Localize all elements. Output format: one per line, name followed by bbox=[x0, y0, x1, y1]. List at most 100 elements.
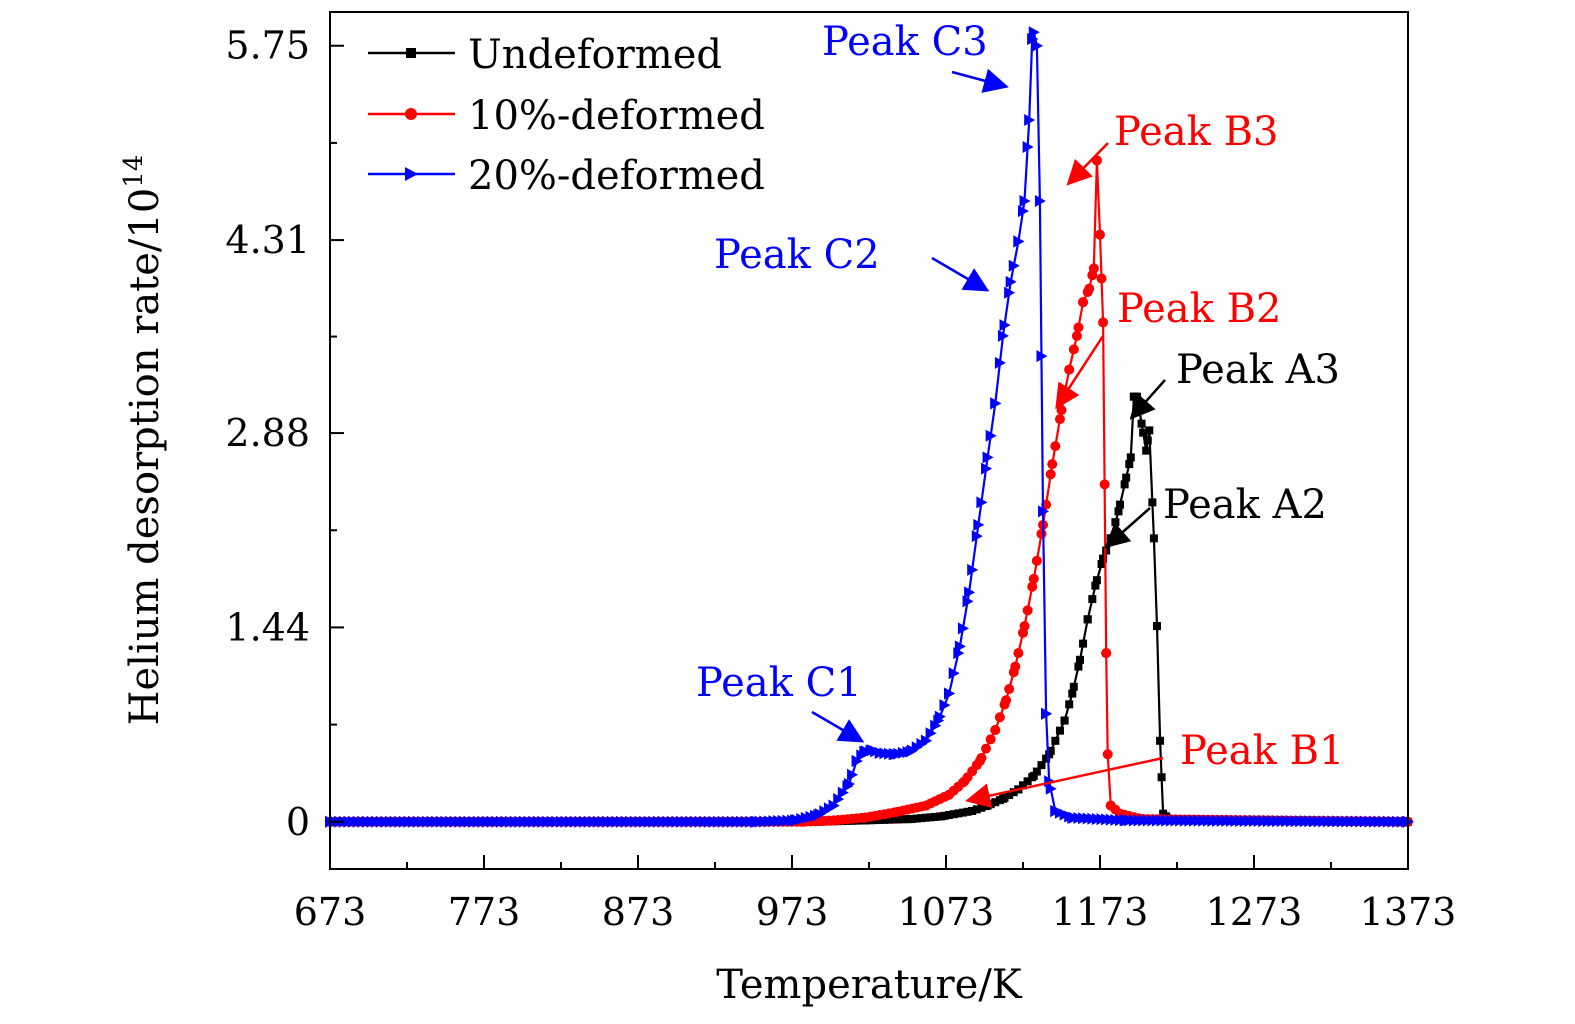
data-point bbox=[917, 814, 926, 823]
data-point bbox=[981, 462, 993, 475]
data-point bbox=[1067, 811, 1079, 824]
data-point bbox=[1116, 500, 1125, 509]
data-point bbox=[1050, 804, 1062, 817]
data-point bbox=[1098, 317, 1109, 328]
plot-area bbox=[325, 26, 1414, 828]
data-point bbox=[985, 429, 997, 442]
data-point bbox=[962, 595, 974, 608]
x-tick-label: 1373 bbox=[1360, 890, 1457, 934]
legend-marker-10pct bbox=[405, 108, 417, 120]
data-point bbox=[880, 815, 889, 824]
data-point bbox=[958, 808, 967, 817]
data-point bbox=[1051, 736, 1060, 745]
data-point bbox=[751, 815, 763, 828]
data-point bbox=[1097, 559, 1106, 568]
data-point bbox=[994, 356, 1006, 369]
data-point bbox=[828, 799, 840, 812]
y-tick-label: 0 bbox=[286, 800, 310, 844]
legend-marker-20pct bbox=[405, 167, 418, 181]
y-tick-label: 4.31 bbox=[225, 218, 310, 262]
data-point bbox=[982, 451, 994, 464]
x-axis: 673 773 873 973 1073 1173 1273 1373 bbox=[294, 855, 1457, 934]
arrow-peak-a2 bbox=[1104, 507, 1151, 549]
data-point bbox=[1045, 750, 1054, 759]
data-point bbox=[1019, 194, 1031, 207]
data-point bbox=[976, 496, 988, 509]
annotations: Peak C3 Peak B3 Peak C2 Peak B2 Peak A3 … bbox=[696, 19, 1344, 808]
legend-item-10pct: 10%-deformed bbox=[368, 93, 765, 139]
data-point bbox=[920, 800, 931, 811]
data-point bbox=[1096, 273, 1107, 284]
data-point bbox=[1019, 781, 1027, 790]
y-axis-title-exponent: 14 bbox=[119, 155, 149, 188]
x-tick-label: 873 bbox=[602, 890, 675, 934]
annotation-peak-b2: Peak B2 bbox=[1117, 286, 1281, 332]
data-point bbox=[983, 801, 992, 810]
data-point bbox=[990, 397, 1002, 410]
data-point bbox=[1084, 283, 1095, 294]
y-tick-label: 1.44 bbox=[225, 605, 310, 649]
data-point bbox=[1055, 726, 1064, 735]
data-point bbox=[954, 640, 966, 653]
data-point bbox=[959, 776, 970, 787]
data-point bbox=[851, 755, 863, 768]
data-point bbox=[1034, 194, 1046, 207]
data-point bbox=[1122, 473, 1131, 482]
data-point bbox=[837, 786, 849, 799]
data-point bbox=[964, 586, 976, 599]
data-point bbox=[1078, 297, 1089, 308]
legend: Undeformed 10%-deformed 20%-deformed bbox=[368, 32, 765, 199]
data-point bbox=[997, 329, 1009, 342]
data-point bbox=[1042, 754, 1051, 763]
y-axis-title: Helium desorption rate/1014 bbox=[119, 155, 168, 726]
data-point bbox=[1064, 364, 1075, 375]
data-point bbox=[1145, 426, 1154, 435]
data-point bbox=[1111, 518, 1120, 527]
data-point bbox=[1095, 229, 1105, 240]
data-point bbox=[1099, 479, 1110, 490]
data-point bbox=[1004, 684, 1015, 695]
data-point bbox=[867, 744, 879, 757]
data-point bbox=[1024, 113, 1036, 126]
data-point bbox=[991, 798, 1000, 807]
data-point bbox=[859, 745, 871, 758]
data-point bbox=[1005, 791, 1014, 800]
arrow-peak-c3 bbox=[951, 68, 1009, 93]
data-point bbox=[1041, 707, 1053, 720]
data-point bbox=[1075, 655, 1084, 664]
data-point bbox=[1099, 554, 1108, 563]
data-point bbox=[1005, 275, 1017, 288]
data-point bbox=[912, 814, 921, 823]
data-point bbox=[1029, 771, 1038, 780]
data-point bbox=[1054, 414, 1065, 425]
legend-label-20pct: 20%-deformed bbox=[468, 153, 765, 199]
data-point bbox=[1032, 767, 1041, 776]
data-point bbox=[1079, 639, 1088, 648]
data-point bbox=[1149, 534, 1158, 543]
data-point bbox=[933, 714, 945, 727]
data-point bbox=[1139, 428, 1148, 437]
data-point bbox=[998, 794, 1007, 803]
data-point bbox=[1152, 622, 1161, 631]
data-point bbox=[963, 807, 972, 816]
data-point bbox=[944, 789, 955, 800]
data-point bbox=[813, 809, 825, 822]
data-point bbox=[1148, 498, 1157, 507]
data-point bbox=[1023, 777, 1032, 786]
data-point bbox=[1045, 782, 1057, 795]
data-point bbox=[944, 687, 956, 700]
legend-item-20pct: 20%-deformed bbox=[368, 153, 765, 199]
data-point bbox=[1114, 507, 1123, 516]
data-point bbox=[968, 806, 977, 815]
data-point bbox=[1105, 800, 1116, 811]
annotation-peak-c3: Peak C3 bbox=[822, 19, 988, 65]
data-point bbox=[1038, 505, 1050, 518]
data-point bbox=[906, 815, 915, 824]
data-point bbox=[1088, 595, 1097, 604]
data-point bbox=[1008, 259, 1020, 272]
data-point bbox=[1013, 648, 1024, 659]
data-point bbox=[957, 622, 969, 635]
data-point bbox=[1050, 441, 1061, 452]
data-point bbox=[1037, 761, 1046, 770]
data-point bbox=[1074, 662, 1083, 671]
